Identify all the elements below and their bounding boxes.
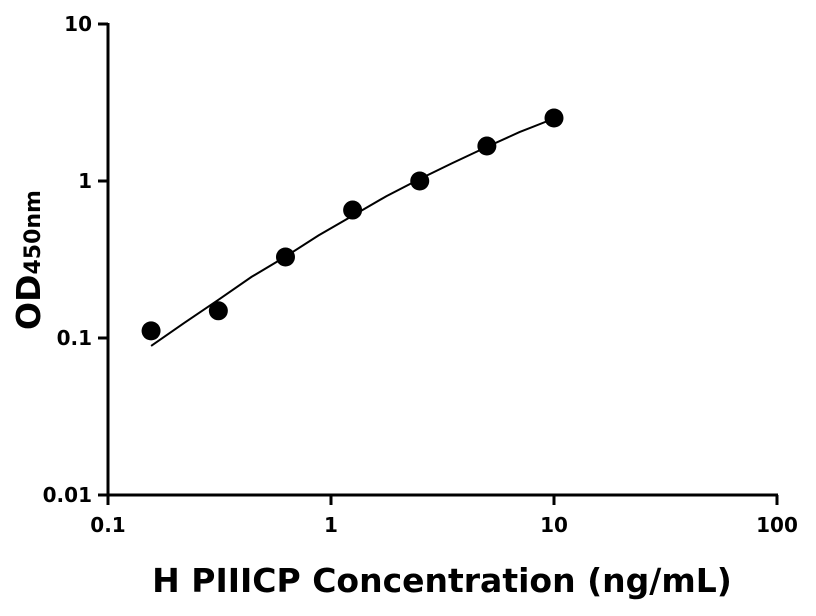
x-tick-label: 10 bbox=[540, 513, 568, 537]
y-tick-label: 0.1 bbox=[57, 326, 92, 350]
data-point bbox=[141, 321, 161, 341]
y-ticks: 0.01 0.1 1 10 bbox=[43, 12, 108, 507]
data-point bbox=[343, 200, 363, 220]
x-tick-label: 100 bbox=[756, 513, 798, 537]
x-tick-label: 0.1 bbox=[90, 513, 125, 537]
axes bbox=[106, 23, 778, 497]
y-tick-label: 1 bbox=[78, 169, 92, 193]
x-ticks: 0.1 1 10 100 bbox=[90, 495, 798, 537]
x-tick-label: 1 bbox=[324, 513, 338, 537]
y-axis-label: OD450nm bbox=[9, 190, 48, 330]
data-point bbox=[477, 136, 497, 156]
data-point bbox=[208, 301, 228, 321]
data-points bbox=[141, 108, 564, 341]
data-point bbox=[544, 108, 564, 128]
y-axis-label-sub: 450nm bbox=[21, 190, 46, 275]
y-tick-label: 0.01 bbox=[43, 483, 92, 507]
y-axis-label-main: OD bbox=[9, 275, 48, 330]
data-point bbox=[275, 247, 295, 267]
x-axis-label: H PIIICP Concentration (ng/mL) bbox=[152, 561, 732, 600]
y-tick-label: 10 bbox=[64, 12, 92, 36]
data-point bbox=[410, 171, 430, 191]
